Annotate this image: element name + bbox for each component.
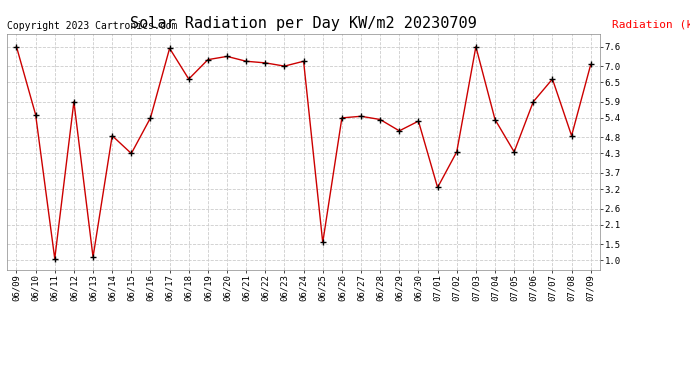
Text: Radiation (kW/m2): Radiation (kW/m2) bbox=[612, 19, 690, 29]
Text: Copyright 2023 Cartronics.com: Copyright 2023 Cartronics.com bbox=[7, 21, 177, 32]
Title: Solar Radiation per Day KW/m2 20230709: Solar Radiation per Day KW/m2 20230709 bbox=[130, 16, 477, 31]
